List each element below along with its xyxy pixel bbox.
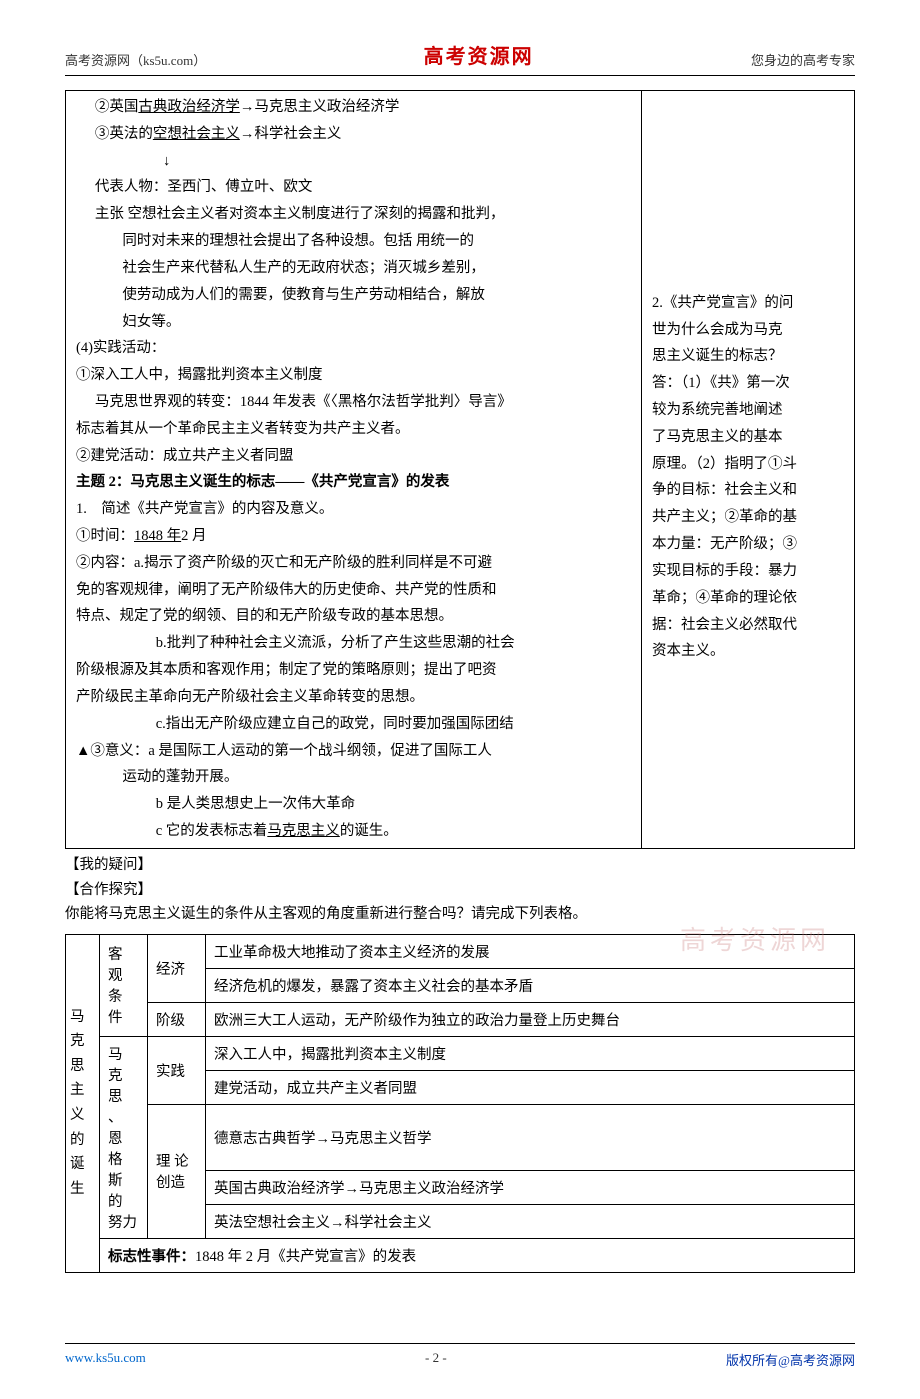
arrow-down-icon: ↓ <box>163 148 170 175</box>
r-line-12: 革命；④革命的理论依 <box>652 585 846 612</box>
text-underline: 1848 年 <box>134 528 181 544</box>
time-line: ①时间：1848 年2 月 <box>76 523 633 550</box>
practice-label: 实践 <box>148 1036 206 1104</box>
text: →马克思主义政治经济学 <box>240 99 400 115</box>
text: →科学社会主义 <box>240 126 342 142</box>
footer-copyright: 版权所有@高考资源网 <box>726 1350 855 1369</box>
r-line-4: 答：（1）《共》第一次 <box>652 370 846 397</box>
meaning-line-1: ▲③意义：a 是国际工人运动的第一个战斗纲领，促进了国际工人 <box>76 738 633 765</box>
text: c 它的发表标志着 <box>156 823 268 839</box>
r-line-7: 原理。（2）指明了①斗 <box>652 451 846 478</box>
meaning-line-2: 运动的蓬勃开展。 <box>76 764 633 791</box>
line-source-3: ③英法的空想社会主义→科学社会主义 <box>76 121 633 148</box>
text-underline: 马克思主义 <box>267 823 340 839</box>
content-line-7: c.指出无产阶级应建立自己的政党，同时要加强国际团结 <box>76 711 633 738</box>
r-line-2: 世为什么会成为马克 <box>652 317 846 344</box>
content-line-6: 产阶级民主革命向无产阶级社会主义革命转变的思想。 <box>76 684 633 711</box>
meaning-line-4: c 它的发表标志着马克思主义的诞生。 <box>76 818 633 845</box>
claim-text-5: 妇女等。 <box>76 309 633 336</box>
my-question-label: 【我的疑问】 <box>65 853 855 874</box>
section-4-heading: (4)实践活动： <box>76 335 633 362</box>
text: ①时间： <box>76 528 134 544</box>
economy-row-1: 工业革命极大地推动了资本主义经济的发展 <box>206 934 855 968</box>
main-content-table: ②英国古典政治经济学→马克思主义政治经济学 ③英法的空想社会主义→科学社会主义 … <box>65 90 855 849</box>
cooperation-prompt: 你能将马克思主义诞生的条件从主客观的角度重新进行整合吗？请完成下列表格。 <box>65 901 855 928</box>
r-line-5: 较为系统完善地阐述 <box>652 397 846 424</box>
content-line-2: 免的客观规律，阐明了无产阶级伟大的历史使命、共产党的性质和 <box>76 577 633 604</box>
r-line-14: 资本主义。 <box>652 638 846 665</box>
content-line-4: b.批判了种种社会主义流派，分析了产生这些思潮的社会 <box>76 630 633 657</box>
line-source-2: ②英国古典政治经济学→马克思主义政治经济学 <box>76 94 633 121</box>
text-underline: 古典政治经济学 <box>138 99 240 115</box>
conditions-table: 马克思主义的诞生 客观条件 经济 工业革命极大地推动了资本主义经济的发展 经济危… <box>65 934 855 1273</box>
subjective-label: 马 克思 、恩 格斯 的努力 <box>100 1036 148 1238</box>
text: 2 月 <box>181 528 206 544</box>
content-line-3: 特点、规定了党的纲领、目的和无产阶级专政的基本思想。 <box>76 603 633 630</box>
class-row-1: 欧洲三大工人运动，无产阶级作为独立的政治力量登上历史舞台 <box>206 1002 855 1036</box>
mark-text: 1848 年 2 月《共产党宣言》的发表 <box>195 1249 416 1265</box>
claim-line: 主张 空想社会主义者对资本主义制度进行了深刻的揭露和批判， <box>76 201 633 228</box>
claim-label: 主张 <box>95 206 124 222</box>
r-line-1: 2.《共产党宣言》的问 <box>652 290 846 317</box>
economy-label: 经济 <box>148 934 206 1002</box>
theory-row-3: 英法空想社会主义→科学社会主义 <box>206 1204 855 1238</box>
practice-row-1: 深入工人中，揭露批判资本主义制度 <box>206 1036 855 1070</box>
text: 的诞生。 <box>340 823 398 839</box>
page-header: 高考资源网（ks5u.com） 高考资源网 您身边的高考专家 <box>65 40 855 69</box>
claim-text-3: 社会生产来代替私人生产的无政府状态；消灭城乡差别， <box>76 255 633 282</box>
content-line-5: 阶级根源及其本质和客观作用；制定了党的策略原则；提出了吧资 <box>76 657 633 684</box>
content-line-1: ②内容：a.揭示了资产阶级的灭亡和无产阶级的胜利同样是不可避 <box>76 550 633 577</box>
question-1: 1. 简述《共产党宣言》的内容及意义。 <box>76 496 633 523</box>
row-label-main: 马克思主义的诞生 <box>66 934 100 1272</box>
header-right: 您身边的高考专家 <box>751 50 855 69</box>
mark-label: 标志性事件： <box>108 1249 195 1265</box>
claim-text-2: 同时对未来的理想社会提出了各种设想。包括 用统一的 <box>76 228 633 255</box>
economy-row-2: 经济危机的爆发，暴露了资本主义社会的基本矛盾 <box>206 968 855 1002</box>
header-left: 高考资源网（ks5u.com） <box>65 50 206 69</box>
practice-row-2: 建党活动，成立共产主义者同盟 <box>206 1070 855 1104</box>
page-footer: www.ks5u.com - 2 - 版权所有@高考资源网 <box>65 1343 855 1369</box>
footer-url: www.ks5u.com <box>65 1350 146 1369</box>
r-line-6: 了马克思主义的基本 <box>652 424 846 451</box>
r-line-11: 实现目标的手段：暴力 <box>652 558 846 585</box>
s4-line-c: ②建党活动：成立共产主义者同盟 <box>76 443 633 470</box>
r-line-8: 争的目标：社会主义和 <box>652 477 846 504</box>
text-underline: 空想社会主义 <box>153 126 240 142</box>
s4-line-a: ①深入工人中，揭露批判资本主义制度 <box>76 362 633 389</box>
text: ③英法的 <box>95 126 153 142</box>
header-divider <box>65 75 855 76</box>
r-line-9: 共产主义；②革命的基 <box>652 504 846 531</box>
header-center-logo: 高考资源网 <box>424 40 534 69</box>
objective-label: 客观条件 <box>100 934 148 1036</box>
s4-line-b1: 马克思世界观的转变：1844 年发表《〈黑格尔法哲学批判〉导言》 <box>76 389 633 416</box>
r-line-13: 据：社会主义必然取代 <box>652 612 846 639</box>
text: ②英国 <box>95 99 139 115</box>
theory-row-2: 英国古典政治经济学→马克思主义政治经济学 <box>206 1170 855 1204</box>
topic-2-heading: 主题 2：马克思主义诞生的标志——《共产党宣言》的发表 <box>76 469 633 496</box>
main-left-cell: ②英国古典政治经济学→马克思主义政治经济学 ③英法的空想社会主义→科学社会主义 … <box>66 91 642 849</box>
footer-page-number: - 2 - <box>425 1350 447 1369</box>
meaning-line-3: b 是人类思想史上一次伟大革命 <box>76 791 633 818</box>
s4-line-b2: 标志着其从一个革命民主主义者转变为共产主义者。 <box>76 416 633 443</box>
class-label: 阶级 <box>148 1002 206 1036</box>
mark-event-row: 标志性事件：1848 年 2 月《共产党宣言》的发表 <box>100 1238 855 1272</box>
representatives: 代表人物：圣西门、傅立叶、欧文 <box>76 174 633 201</box>
cooperation-label: 【合作探究】 <box>65 878 855 899</box>
r-line-10: 本力量：无产阶级；③ <box>652 531 846 558</box>
claim-text-1: 空想社会主义者对资本主义制度进行了深刻的揭露和批判， <box>127 206 504 222</box>
claim-text-4: 使劳动成为人们的需要，使教育与生产劳动相结合，解放 <box>76 282 633 309</box>
theory-row-1: 德意志古典哲学→马克思主义哲学 <box>206 1104 855 1170</box>
main-right-cell: 2.《共产党宣言》的问 世为什么会成为马克 思主义诞生的标志？ 答：（1）《共》… <box>641 91 854 849</box>
theory-label: 理 论创造 <box>148 1104 206 1238</box>
r-line-3: 思主义诞生的标志？ <box>652 343 846 370</box>
